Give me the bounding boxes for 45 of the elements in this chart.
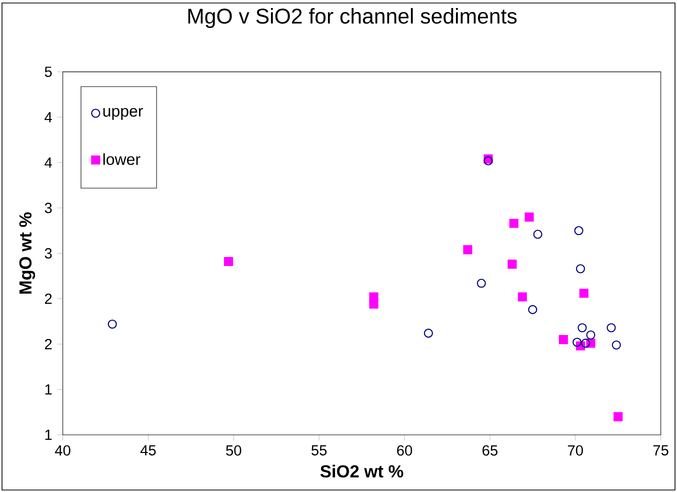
point	[574, 226, 584, 236]
point	[533, 230, 542, 239]
y-tick-label: 2	[44, 338, 52, 350]
point	[576, 264, 586, 274]
point	[463, 245, 472, 254]
point	[424, 328, 433, 338]
x-tick-label: 55	[312, 445, 327, 456]
x-tick-label: 50	[226, 445, 242, 456]
point	[581, 338, 590, 348]
legend-label: lower	[103, 153, 140, 165]
point	[108, 320, 117, 329]
y-tick-label: 3	[44, 202, 52, 214]
point	[224, 256, 234, 266]
point	[524, 212, 534, 222]
point	[476, 278, 486, 288]
point	[508, 260, 517, 269]
point	[509, 218, 518, 228]
point	[612, 340, 621, 350]
point	[606, 323, 616, 332]
y-tick-label: 2	[44, 294, 52, 304]
point	[518, 292, 527, 302]
chart-title: MgO v SiO2 for channel sediments	[188, 8, 517, 28]
point	[586, 330, 596, 340]
point	[528, 305, 538, 314]
x-tick-label: 45	[140, 445, 156, 456]
point	[578, 323, 587, 332]
point	[558, 335, 568, 344]
point	[572, 338, 582, 347]
x-tick-label: 40	[54, 445, 70, 456]
y-tick-label: 3	[44, 248, 52, 259]
legend-label: upper	[103, 108, 143, 120]
point	[369, 300, 378, 309]
y-axis-title: MgO wt %	[19, 212, 36, 294]
y-tick-label: 1	[45, 384, 52, 394]
y-tick-label: 4	[44, 112, 52, 122]
x-tick-label: 70	[568, 445, 583, 456]
point	[614, 412, 623, 422]
x-tick-label: 75	[653, 445, 668, 456]
x-tick-label: 60	[397, 445, 412, 456]
x-axis-title: SiO2 wt %	[320, 464, 404, 478]
x-tick-label: 65	[482, 445, 498, 456]
point	[579, 288, 588, 298]
y-tick-label: 1	[45, 430, 52, 440]
y-tick-label: 5	[44, 66, 52, 77]
y-tick-label: 4	[44, 158, 52, 168]
